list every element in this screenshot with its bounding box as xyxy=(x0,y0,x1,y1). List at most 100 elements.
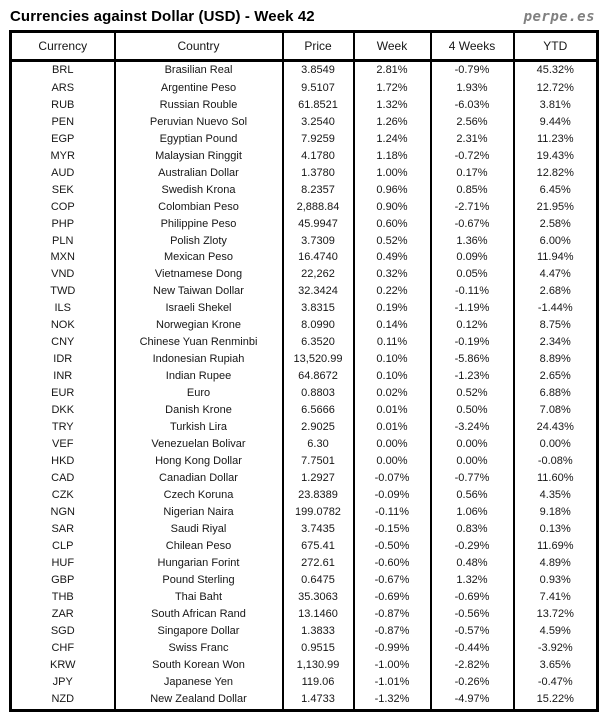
cell-ytd-change: 8.75% xyxy=(512,317,599,335)
cell-4weeks-change: -0.77% xyxy=(429,470,515,488)
cell-currency-code: NGN xyxy=(9,504,116,521)
column-header-week: Week xyxy=(352,30,432,62)
cell-currency-code: GBP xyxy=(9,571,116,589)
cell-price: 4.1780 xyxy=(281,147,355,165)
cell-price: 6.5666 xyxy=(281,402,355,420)
cell-price: 0.6475 xyxy=(281,571,355,589)
cell-week-change: -1.01% xyxy=(352,673,432,691)
cell-country: New Zealand Dollar xyxy=(113,690,284,711)
table-row: MXN Mexican Peso 16.4740 0.49% 0.09% 11.… xyxy=(9,249,599,267)
table-row: PEN Peruvian Nuevo Sol 3.2540 1.26% 2.56… xyxy=(9,113,599,131)
cell-ytd-change: 4.89% xyxy=(512,554,599,572)
cell-4weeks-change: -0.44% xyxy=(429,639,515,657)
cell-price: 0.8803 xyxy=(281,385,355,403)
cell-ytd-change: 0.13% xyxy=(512,520,599,538)
cell-4weeks-change: 0.52% xyxy=(429,385,515,403)
table-row: VEF Venezuelan Bolivar 6.30 0.00% 0.00% … xyxy=(9,436,599,454)
cell-week-change: -1.32% xyxy=(352,690,432,711)
cell-currency-code: AUD xyxy=(9,164,116,182)
cell-4weeks-change: 1.36% xyxy=(429,232,515,250)
currency-table: Currency Country Price Week 4 Weeks YTD … xyxy=(9,30,599,712)
cell-4weeks-change: 2.56% xyxy=(429,113,515,131)
cell-price: 7.7501 xyxy=(281,453,355,471)
cell-price: 3.8549 xyxy=(281,60,355,80)
cell-ytd-change: 45.32% xyxy=(512,60,599,80)
cell-week-change: -1.00% xyxy=(352,656,432,674)
cell-week-change: 0.19% xyxy=(352,300,432,318)
cell-4weeks-change: 0.56% xyxy=(429,487,515,505)
perpe-logo: perpe.es xyxy=(523,8,595,25)
cell-week-change: 0.14% xyxy=(352,317,432,335)
cell-week-change: 0.49% xyxy=(352,249,432,267)
table-row: HKD Hong Kong Dollar 7.7501 0.00% 0.00% … xyxy=(9,453,599,471)
cell-price: 2.9025 xyxy=(281,419,355,437)
cell-currency-code: EGP xyxy=(9,130,116,148)
table-row: DKK Danish Krone 6.5666 0.01% 0.50% 7.08… xyxy=(9,402,599,420)
cell-ytd-change: 21.95% xyxy=(512,198,599,216)
cell-country: Chilean Peso xyxy=(113,537,284,555)
cell-ytd-change: -3.92% xyxy=(512,639,599,657)
cell-week-change: 0.02% xyxy=(352,385,432,403)
cell-price: 3.8315 xyxy=(281,300,355,318)
cell-ytd-change: 3.65% xyxy=(512,656,599,674)
title-bar: Currencies against Dollar (USD) - Week 4… xyxy=(0,0,604,30)
cell-country: Israeli Shekel xyxy=(113,300,284,318)
cell-price: 64.8672 xyxy=(281,368,355,386)
table-row: BRL Brasilian Real 3.8549 2.81% -0.79% 4… xyxy=(9,60,599,80)
cell-ytd-change: -0.47% xyxy=(512,673,599,691)
table-row: EUR Euro 0.8803 0.02% 0.52% 6.88% xyxy=(9,385,599,403)
table-row: CZK Czech Koruna 23.8389 -0.09% 0.56% 4.… xyxy=(9,487,599,505)
cell-price: 32.3424 xyxy=(281,283,355,301)
cell-currency-code: CHF xyxy=(9,639,116,657)
cell-week-change: 1.32% xyxy=(352,96,432,114)
cell-week-change: 1.00% xyxy=(352,164,432,182)
cell-country: Polish Zloty xyxy=(113,232,284,250)
cell-country: Brasilian Real xyxy=(113,60,284,80)
cell-country: Mexican Peso xyxy=(113,249,284,267)
cell-week-change: -0.15% xyxy=(352,520,432,538)
cell-currency-code: SGD xyxy=(9,622,116,640)
cell-ytd-change: -0.08% xyxy=(512,453,599,471)
cell-price: 22,262 xyxy=(281,266,355,284)
cell-4weeks-change: -2.71% xyxy=(429,198,515,216)
cell-price: 1.2927 xyxy=(281,470,355,488)
table-row: INR Indian Rupee 64.8672 0.10% -1.23% 2.… xyxy=(9,368,599,386)
table-row: NOK Norwegian Krone 8.0990 0.14% 0.12% 8… xyxy=(9,317,599,335)
cell-4weeks-change: 0.05% xyxy=(429,266,515,284)
cell-ytd-change: 4.35% xyxy=(512,487,599,505)
cell-week-change: 1.18% xyxy=(352,147,432,165)
table-row: NGN Nigerian Naira 199.0782 -0.11% 1.06%… xyxy=(9,504,599,521)
cell-4weeks-change: -0.67% xyxy=(429,215,515,233)
cell-ytd-change: 6.88% xyxy=(512,385,599,403)
cell-price: 1.3833 xyxy=(281,622,355,640)
cell-week-change: 0.10% xyxy=(352,351,432,369)
cell-week-change: -0.69% xyxy=(352,588,432,606)
cell-country: Saudi Riyal xyxy=(113,520,284,538)
cell-4weeks-change: 0.00% xyxy=(429,453,515,471)
cell-currency-code: SEK xyxy=(9,181,116,199)
cell-country: Swiss Franc xyxy=(113,639,284,657)
cell-country: Venezuelan Bolivar xyxy=(113,436,284,454)
table-row: KRW South Korean Won 1,130.99 -1.00% -2.… xyxy=(9,656,599,674)
cell-4weeks-change: 0.00% xyxy=(429,436,515,454)
column-header-price: Price xyxy=(281,30,355,62)
cell-week-change: 1.72% xyxy=(352,79,432,97)
table-row: RUB Russian Rouble 61.8521 1.32% -6.03% … xyxy=(9,96,599,114)
cell-country: Chinese Yuan Renminbi xyxy=(113,334,284,352)
cell-4weeks-change: -0.69% xyxy=(429,588,515,606)
cell-ytd-change: 9.44% xyxy=(512,113,599,131)
table-row: VND Vietnamese Dong 22,262 0.32% 0.05% 4… xyxy=(9,266,599,284)
cell-ytd-change: 2.65% xyxy=(512,368,599,386)
cell-4weeks-change: 0.12% xyxy=(429,317,515,335)
cell-country: Colombian Peso xyxy=(113,198,284,216)
cell-week-change: 2.81% xyxy=(352,60,432,80)
cell-country: Philippine Peso xyxy=(113,215,284,233)
cell-currency-code: DKK xyxy=(9,402,116,420)
cell-country: Czech Koruna xyxy=(113,487,284,505)
cell-4weeks-change: -0.56% xyxy=(429,605,515,623)
cell-ytd-change: 9.18% xyxy=(512,504,599,521)
cell-week-change: -0.87% xyxy=(352,622,432,640)
cell-4weeks-change: -2.82% xyxy=(429,656,515,674)
table-header: Currency Country Price Week 4 Weeks YTD xyxy=(9,30,599,62)
table-row: TWD New Taiwan Dollar 32.3424 0.22% -0.1… xyxy=(9,283,599,301)
